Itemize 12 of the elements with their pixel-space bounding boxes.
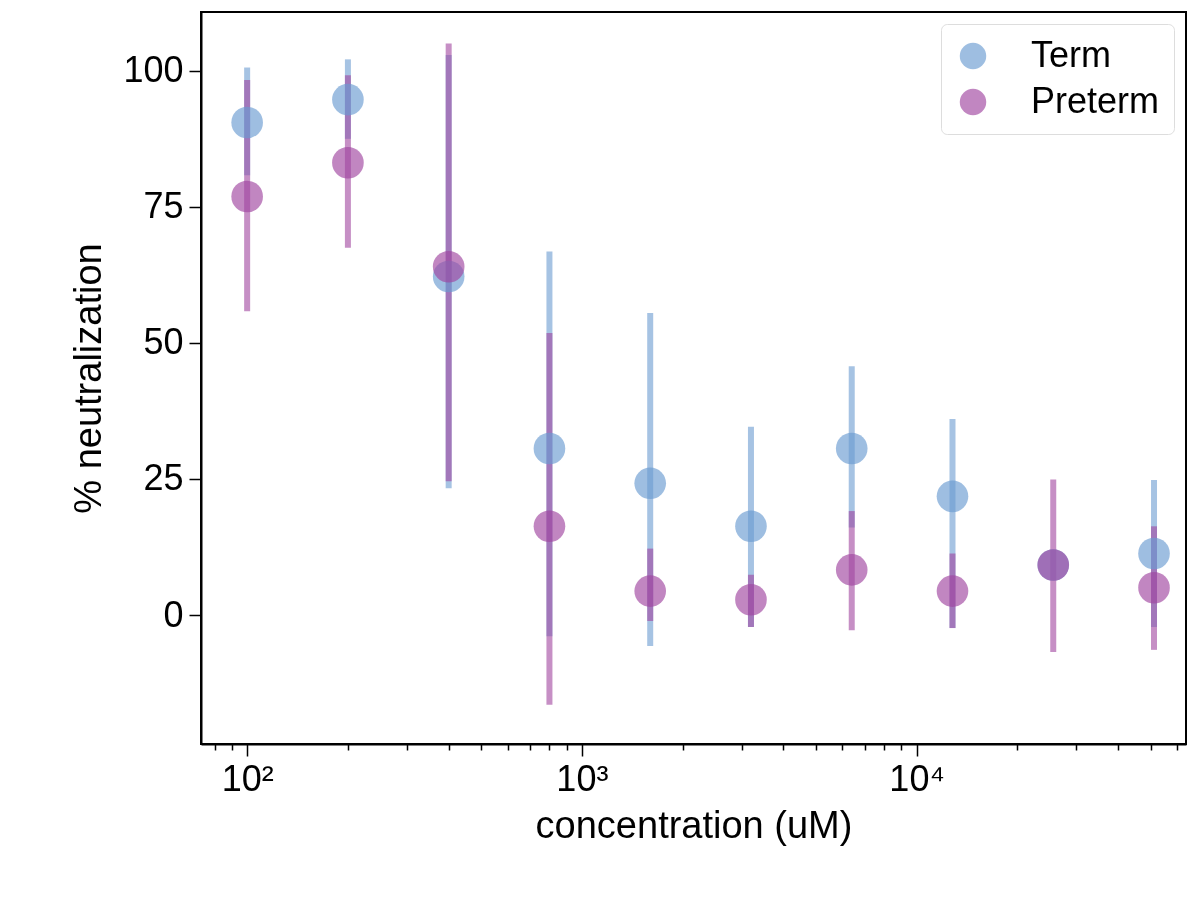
x-axis-title: concentration (uM) xyxy=(535,803,853,846)
y-tick-label: 100 xyxy=(123,49,184,91)
y-tick-label: 50 xyxy=(143,321,184,363)
y-tick-label: 75 xyxy=(143,185,184,227)
legend-label: Preterm xyxy=(1031,80,1160,121)
x-tick-label: 10³ xyxy=(556,757,609,799)
legend-label: Term xyxy=(1031,34,1111,75)
y-axis-title: % neutralization xyxy=(67,243,110,514)
x-tick-label: 10⁴ xyxy=(889,757,945,799)
y-tick-label: 0 xyxy=(163,593,184,635)
y-tick-label: 25 xyxy=(143,457,184,499)
x-tick-label: 10² xyxy=(221,757,274,799)
